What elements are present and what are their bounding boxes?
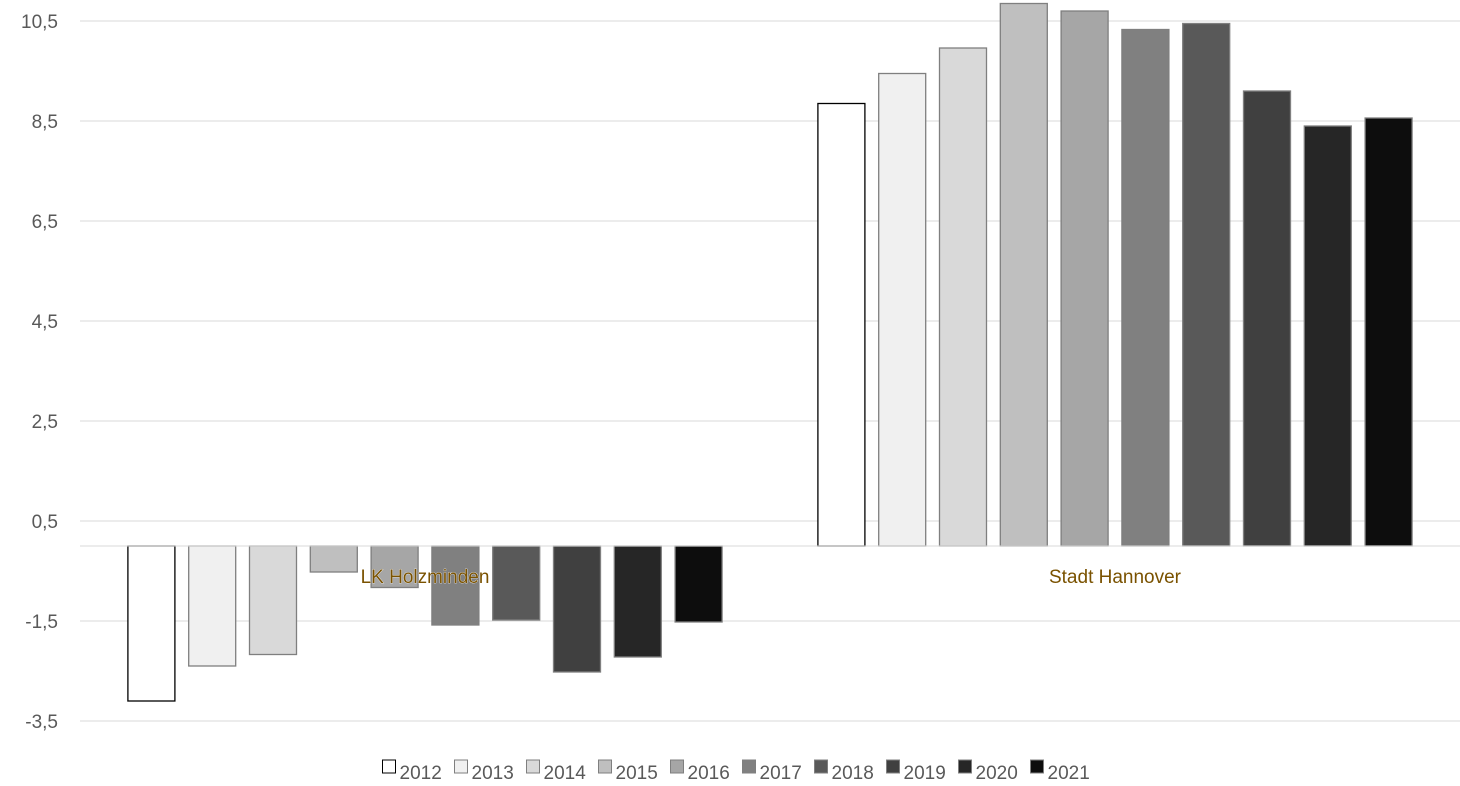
y-tick-label: 6,5 xyxy=(32,212,58,233)
bars xyxy=(127,2,1413,702)
bar-2014-stadt-hannover xyxy=(938,47,988,547)
category-label: LK Holzminden xyxy=(361,567,490,588)
legend-label: 2018 xyxy=(832,763,874,784)
bar-2021-lk-holzminden xyxy=(674,545,723,623)
y-tick-label: 2,5 xyxy=(32,412,58,433)
legend-swatch xyxy=(526,759,540,774)
legend-label: 2017 xyxy=(760,763,802,784)
legend-swatch xyxy=(886,759,900,774)
gridlines xyxy=(80,20,1460,722)
bar-2019-stadt-hannover xyxy=(1242,90,1292,547)
bar-2019-lk-holzminden xyxy=(552,545,602,673)
legend: 2012 2013 2014 2015 2016 2017 2018 2019 2020 2021 xyxy=(382,759,1090,784)
y-tick-label: -1,5 xyxy=(25,612,58,633)
legend-label: 2012 xyxy=(400,763,442,784)
legend-swatch xyxy=(454,759,468,774)
bar-2017-lk-holzminden xyxy=(431,545,480,626)
bar-2016-stadt-hannover xyxy=(1060,10,1109,547)
bar-2018-stadt-hannover xyxy=(1182,22,1231,547)
legend-label: 2021 xyxy=(1048,763,1090,784)
bar-2012-stadt-hannover xyxy=(817,102,866,547)
legend-label: 2014 xyxy=(544,763,587,784)
y-tick-label: 0,5 xyxy=(32,512,58,533)
legend-swatch xyxy=(670,759,684,774)
legend-label: 2016 xyxy=(688,763,730,784)
bar-2015-stadt-hannover xyxy=(999,2,1048,547)
legend-swatch xyxy=(1030,759,1044,774)
legend-swatch xyxy=(598,759,612,774)
y-tick-label: 10,5 xyxy=(21,12,58,33)
bar-2015-lk-holzminden xyxy=(309,545,358,573)
bar-2021-stadt-hannover xyxy=(1364,117,1413,547)
legend-swatch xyxy=(814,759,828,774)
bar-2013-stadt-hannover xyxy=(878,72,927,547)
category-label: Stadt Hannover xyxy=(1049,567,1182,588)
legend-swatch xyxy=(958,759,972,774)
bar-2017-stadt-hannover xyxy=(1121,28,1170,547)
axes: 10,5 8,5 6,5 4,5 2,5 0,5 -1,5 -3,5 LK Holzminden… xyxy=(21,12,1460,733)
bar-2020-stadt-hannover xyxy=(1303,125,1352,547)
bar-2020-lk-holzminden xyxy=(613,545,662,658)
y-tick-label: 8,5 xyxy=(32,112,58,133)
bar-2013-lk-holzminden xyxy=(188,545,237,667)
legend-label: 2013 xyxy=(472,763,514,784)
y-tick-label: -3,5 xyxy=(25,712,58,733)
y-tick-label: 4,5 xyxy=(32,312,58,333)
bar-2014-lk-holzminden xyxy=(248,545,298,656)
bar-2016-lk-holzminden xyxy=(370,545,419,589)
bar-2018-lk-holzminden xyxy=(492,545,541,621)
legend-label: 2015 xyxy=(616,763,658,784)
legend-label: 2020 xyxy=(976,763,1018,784)
bar-2012-lk-holzminden xyxy=(127,545,176,702)
legend-swatch xyxy=(742,759,756,774)
legend-label: 2019 xyxy=(904,763,946,784)
legend-swatch xyxy=(382,759,396,774)
